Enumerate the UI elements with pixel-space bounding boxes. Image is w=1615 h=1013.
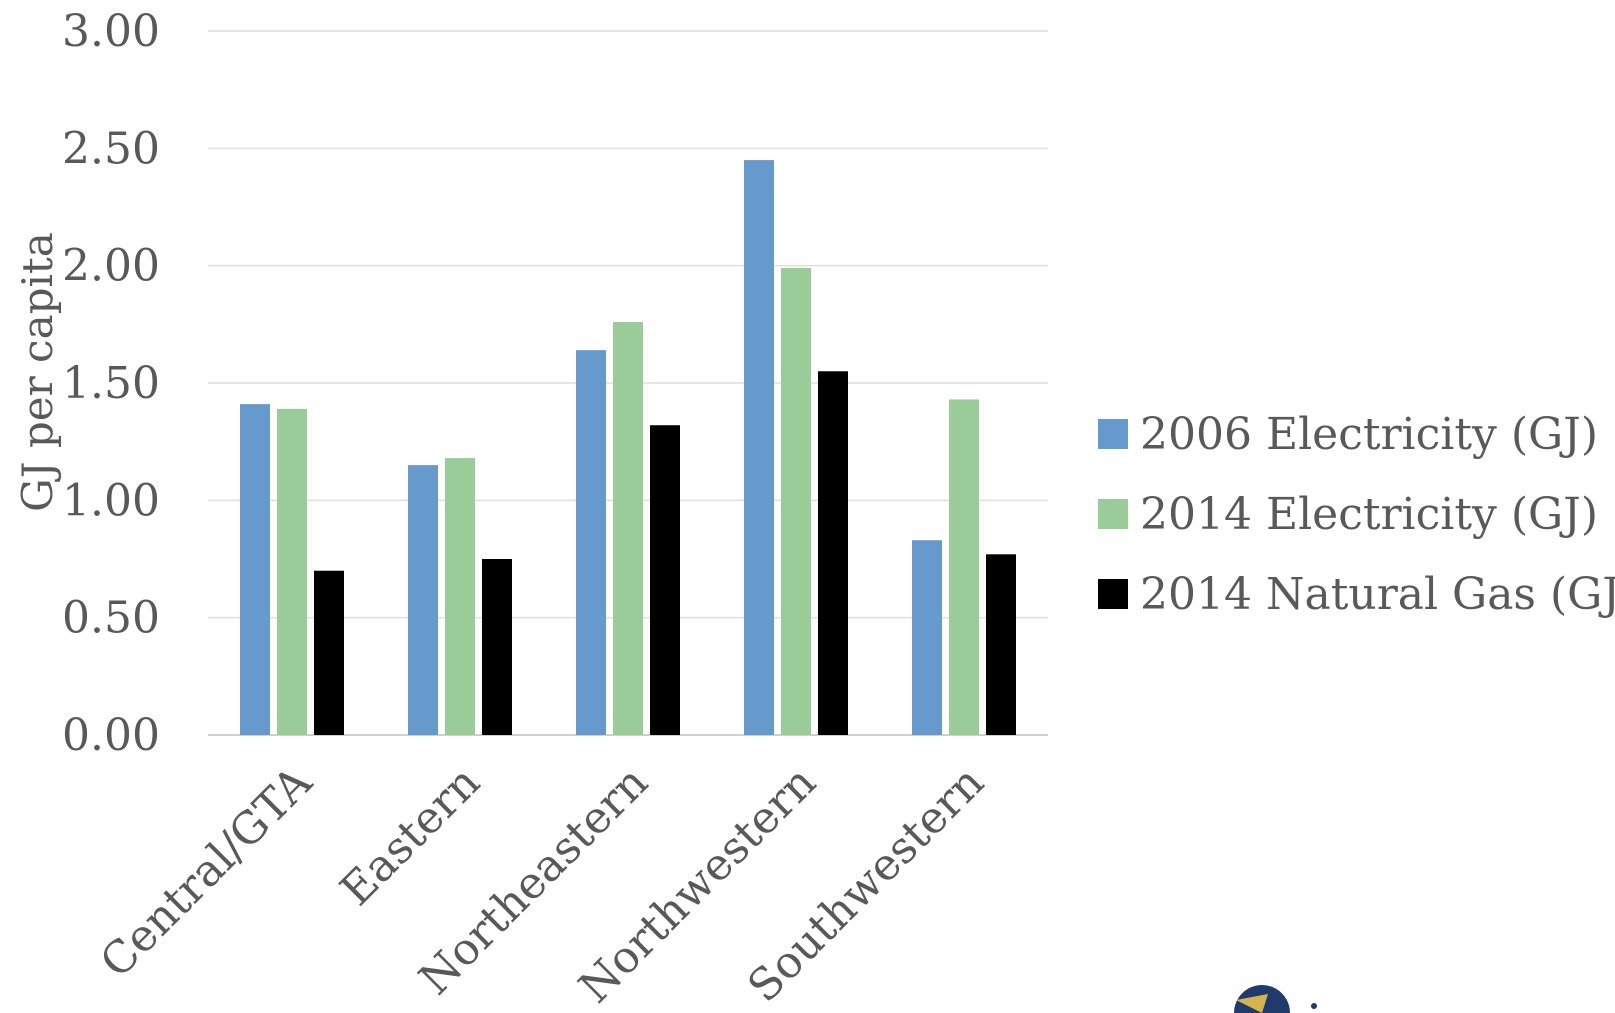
gridlines <box>208 30 1048 736</box>
bar-northwestern-series-1 <box>781 268 811 735</box>
legend-swatch <box>1098 579 1128 609</box>
bar-northeastern-series-2 <box>650 425 680 735</box>
legend-item: 2006 Electricity (GJ) <box>1098 409 1598 460</box>
bar-northeastern-series-0 <box>576 350 606 735</box>
bars <box>240 160 1016 736</box>
bar-northeastern-series-1 <box>613 321 643 735</box>
bar-southwestern-series-0 <box>912 540 942 735</box>
bar-northwestern-series-0 <box>744 160 774 736</box>
x-axis-category-labels: Central/GTA EasternNortheasternNorthweste… <box>91 756 994 1013</box>
y-tick-label: 3.00 <box>62 6 160 57</box>
bar-central-gta-series-0 <box>240 404 270 735</box>
bar-eastern-series-0 <box>408 465 438 735</box>
logo-icon <box>1234 985 1317 1013</box>
bar-central-gta-series-2 <box>314 570 344 735</box>
y-tick-label: 0.00 <box>62 710 160 761</box>
legend-swatch <box>1098 419 1128 449</box>
bar-southwestern-series-2 <box>986 554 1016 735</box>
y-tick-label: 1.00 <box>62 475 160 526</box>
y-tick-label: 0.50 <box>62 593 160 644</box>
legend-item: 2014 Natural Gas (GJ) <box>1098 569 1615 620</box>
bar-northwestern-series-2 <box>818 371 848 735</box>
legend: 2006 Electricity (GJ) 2014 Electricity (G… <box>1098 409 1615 620</box>
y-axis-title: GJ per capita <box>13 232 62 512</box>
y-tick-label: 2.00 <box>62 241 160 292</box>
legend-item: 2014 Electricity (GJ) <box>1098 489 1598 540</box>
legend-label: 2014 Electricity (GJ) <box>1140 489 1598 540</box>
legend-swatch <box>1098 499 1128 529</box>
y-axis-tick-labels: 0.00 0.50 1.00 1.50 2.00 2.50 3.00 <box>62 6 160 761</box>
legend-label: 2006 Electricity (GJ) <box>1140 409 1598 460</box>
x-category-label: Eastern <box>331 757 490 916</box>
bar-eastern-series-2 <box>482 559 512 735</box>
y-tick-label: 1.50 <box>62 358 160 409</box>
legend-label: 2014 Natural Gas (GJ) <box>1140 569 1615 620</box>
bar-southwestern-series-1 <box>949 399 979 735</box>
y-tick-label: 2.50 <box>62 123 160 174</box>
bar-central-gta-series-1 <box>277 408 307 735</box>
x-category-label: Central/GTA <box>91 756 323 988</box>
bar-eastern-series-1 <box>445 458 475 735</box>
